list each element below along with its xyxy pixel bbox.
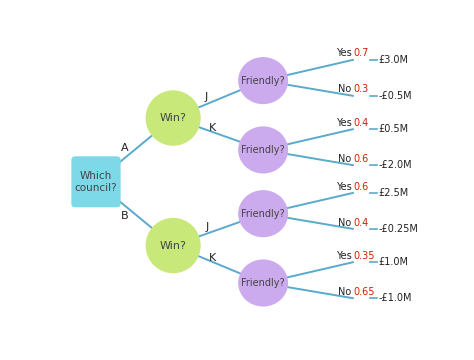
Text: Yes: Yes xyxy=(336,251,351,261)
Text: 0.4: 0.4 xyxy=(353,217,368,228)
Text: No: No xyxy=(338,217,351,228)
Text: J: J xyxy=(205,92,208,102)
Text: 0.6: 0.6 xyxy=(353,181,368,192)
Text: 0.7: 0.7 xyxy=(353,49,368,58)
Text: Friendly?: Friendly? xyxy=(241,145,285,155)
Text: B: B xyxy=(121,211,128,221)
Text: 0.3: 0.3 xyxy=(353,85,368,94)
Ellipse shape xyxy=(238,126,288,174)
Text: Win?: Win? xyxy=(160,113,187,123)
Text: £3.0M: £3.0M xyxy=(378,55,408,65)
Ellipse shape xyxy=(238,260,288,306)
Text: No: No xyxy=(338,154,351,164)
Text: 0.4: 0.4 xyxy=(353,118,368,128)
Text: £0.5M: £0.5M xyxy=(378,124,408,134)
FancyBboxPatch shape xyxy=(72,156,120,207)
Text: J: J xyxy=(205,222,209,232)
Text: Win?: Win? xyxy=(160,240,187,251)
Text: Yes: Yes xyxy=(336,118,351,128)
Text: Friendly?: Friendly? xyxy=(241,76,285,86)
Text: A: A xyxy=(121,143,128,153)
Text: -£0.5M: -£0.5M xyxy=(378,91,412,101)
Text: -£1.0M: -£1.0M xyxy=(378,293,411,303)
Ellipse shape xyxy=(146,218,201,273)
Text: -£0.25M: -£0.25M xyxy=(378,224,418,234)
Ellipse shape xyxy=(238,190,288,237)
Text: Which
council?: Which council? xyxy=(75,171,117,193)
Ellipse shape xyxy=(238,57,288,104)
Ellipse shape xyxy=(146,90,201,146)
Text: 0.65: 0.65 xyxy=(353,287,374,297)
Text: 0.6: 0.6 xyxy=(353,154,368,164)
Text: No: No xyxy=(338,287,351,297)
Text: Friendly?: Friendly? xyxy=(241,278,285,288)
Text: -£2.0M: -£2.0M xyxy=(378,160,412,170)
Text: No: No xyxy=(338,85,351,94)
Text: Yes: Yes xyxy=(336,181,351,192)
Text: Yes: Yes xyxy=(336,49,351,58)
Text: £2.5M: £2.5M xyxy=(378,188,409,198)
Text: 0.35: 0.35 xyxy=(353,251,374,261)
Text: K: K xyxy=(209,253,216,263)
Text: £1.0M: £1.0M xyxy=(378,257,408,267)
Text: Friendly?: Friendly? xyxy=(241,209,285,219)
Text: K: K xyxy=(209,123,216,133)
